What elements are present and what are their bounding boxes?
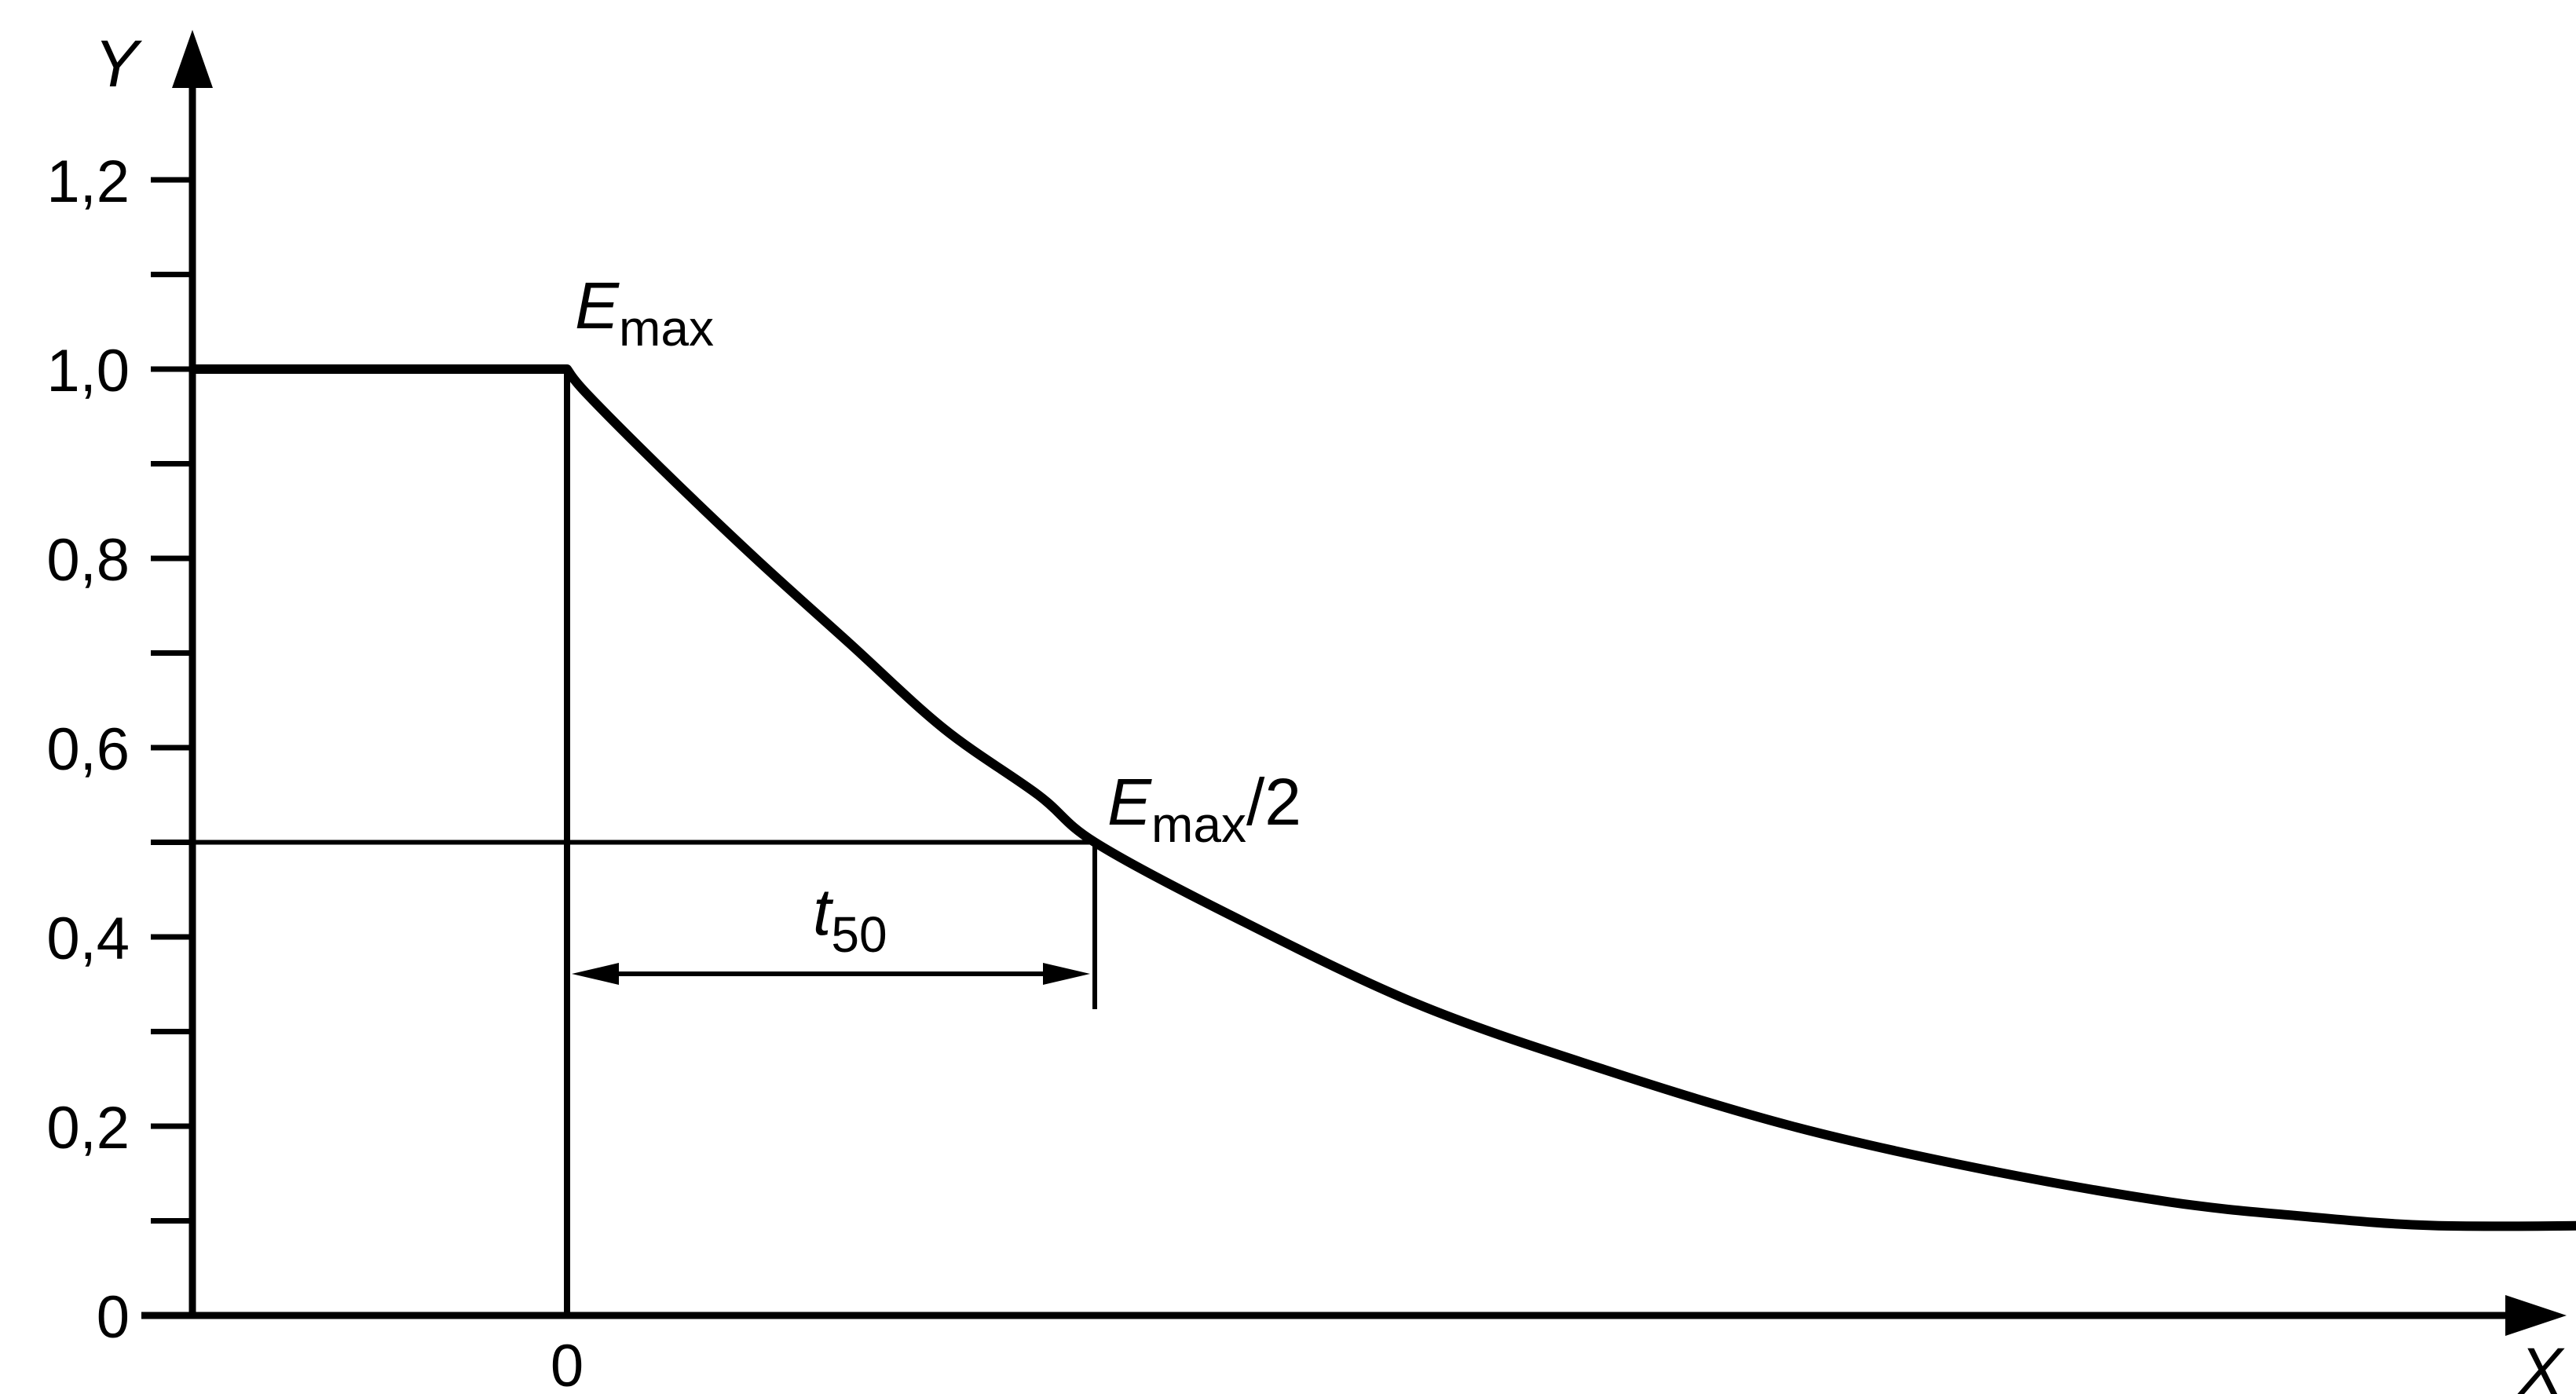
y-axis-arrow xyxy=(172,30,213,88)
y-tick-label: 0,2 xyxy=(46,1095,130,1162)
y-axis-label: Y xyxy=(94,27,143,101)
y-tick-label: 0 xyxy=(97,1284,130,1351)
y-tick-label: 1,2 xyxy=(46,148,130,215)
x-tick-label: 0 xyxy=(551,1333,584,1394)
series xyxy=(190,364,2576,1231)
y-tick-label: 0,4 xyxy=(46,906,130,972)
y-tick-label: 0,6 xyxy=(46,716,130,783)
annotation-emax: Emax xyxy=(575,269,714,357)
y-tick-label: 1,0 xyxy=(46,338,130,404)
annotations: Emax Emax/2 t50 xyxy=(575,269,1301,963)
axes: Y X xyxy=(94,27,2567,1394)
x-ticks: 0 xyxy=(551,1333,584,1394)
t50-arrow-right xyxy=(1043,963,1090,985)
y-ticks: 0 0,2 0,4 0,6 0,8 1,0 1,2 xyxy=(46,148,192,1351)
annotation-emax-half: Emax/2 xyxy=(1107,765,1301,853)
annotation-t50: t50 xyxy=(813,875,887,963)
x-axis-arrow xyxy=(2505,1295,2567,1336)
x-axis-label: X xyxy=(2517,1334,2565,1394)
guides xyxy=(192,366,1097,1315)
t50-arrow-left xyxy=(572,963,619,985)
y-tick-label: 0,8 xyxy=(46,527,130,594)
series-line-0 xyxy=(190,364,2576,1231)
